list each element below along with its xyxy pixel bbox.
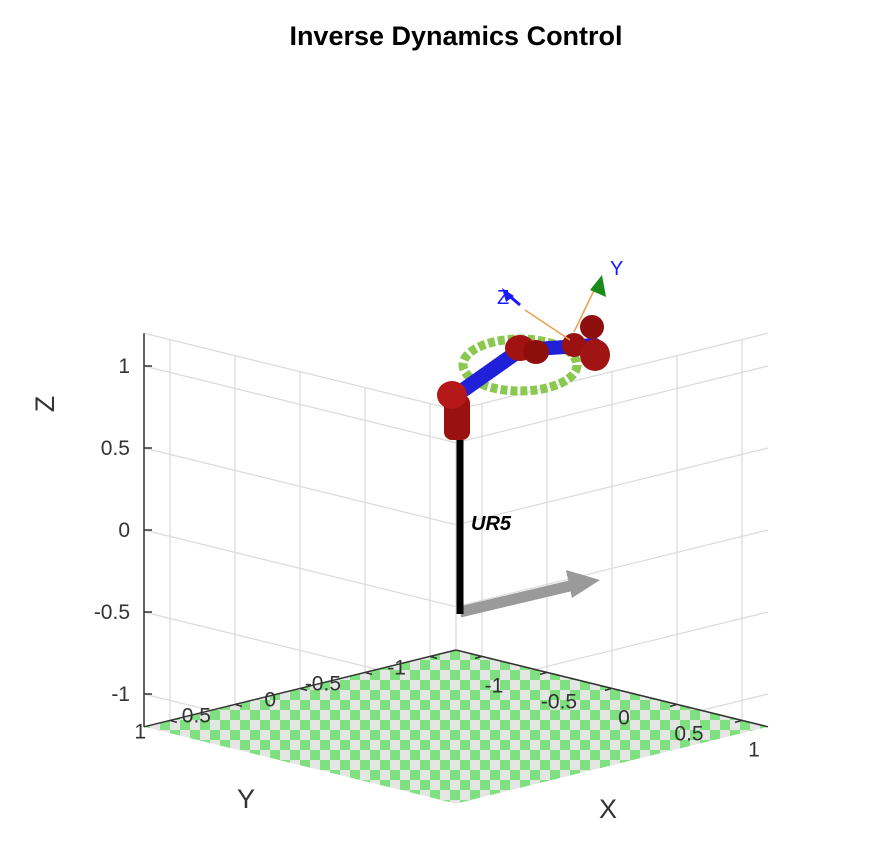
x-tick-label: 0.5 xyxy=(674,722,703,745)
y-tick-mark xyxy=(234,703,243,708)
base-x-axis-arrow xyxy=(458,578,580,618)
y-tick-mark xyxy=(364,671,373,676)
joint-elbow-cap xyxy=(523,340,549,364)
x-axis-label: X xyxy=(599,794,617,824)
z-axis-ticks: -1 -0.5 0 0.5 1 xyxy=(94,355,152,706)
joint-wrist-2 xyxy=(580,339,610,371)
tool-frame-z-label: Z xyxy=(497,287,509,309)
y-tick-mark xyxy=(429,655,438,660)
x-tick-mark xyxy=(669,703,678,708)
y-tick-label: 0 xyxy=(264,688,276,711)
y-tick-mark xyxy=(169,719,178,724)
base-x-axis-arrowhead xyxy=(566,570,600,598)
grid-line-top-side xyxy=(455,332,769,411)
tool-frame-y-label: Y xyxy=(610,258,623,280)
chart-title: Inverse Dynamics Control xyxy=(289,21,622,51)
x-axis-ticks: -1 -0.5 0 0.5 1 xyxy=(474,655,760,761)
x-tick-mark xyxy=(474,655,483,660)
joint-wrist-3 xyxy=(580,315,604,339)
joint-shoulder-lift xyxy=(437,381,467,409)
y-axis-label: Y xyxy=(237,784,255,814)
y-tick-label: 1 xyxy=(134,720,146,743)
x-tick-label: 1 xyxy=(748,738,760,761)
y-axis-ticks: -1 -0.5 0 0.5 1 xyxy=(134,655,438,743)
z-axis-label: Z xyxy=(30,396,60,413)
z-tick-label: 0 xyxy=(118,519,130,542)
z-tick-label: -0.5 xyxy=(94,601,130,624)
z-tick-label: 1 xyxy=(118,355,130,378)
x-tick-label: -1 xyxy=(485,674,504,697)
x-tick-mark xyxy=(539,671,548,676)
tool-frame-y-arrowhead xyxy=(590,275,606,297)
z-tick-label: -1 xyxy=(111,683,130,706)
y-tick-label: 0.5 xyxy=(182,704,211,727)
grid-line-top-back xyxy=(143,332,457,411)
y-tick-label: -1 xyxy=(387,656,406,679)
x-tick-mark xyxy=(734,719,743,724)
tool-frame-x-axis xyxy=(524,309,571,341)
x-tick-label: -0.5 xyxy=(541,690,577,713)
z-tick-label: 0.5 xyxy=(101,437,130,460)
grid-lines xyxy=(143,332,769,804)
robot-ur5: UR5 Z Y xyxy=(437,258,623,618)
tool-frame-z-arrowhead xyxy=(502,288,514,302)
x-tick-mark xyxy=(604,687,613,692)
y-tick-mark xyxy=(299,687,308,692)
y-tick-label: -0.5 xyxy=(305,672,341,695)
x-tick-label: 0 xyxy=(618,706,630,729)
robot-name-label: UR5 xyxy=(471,513,512,535)
